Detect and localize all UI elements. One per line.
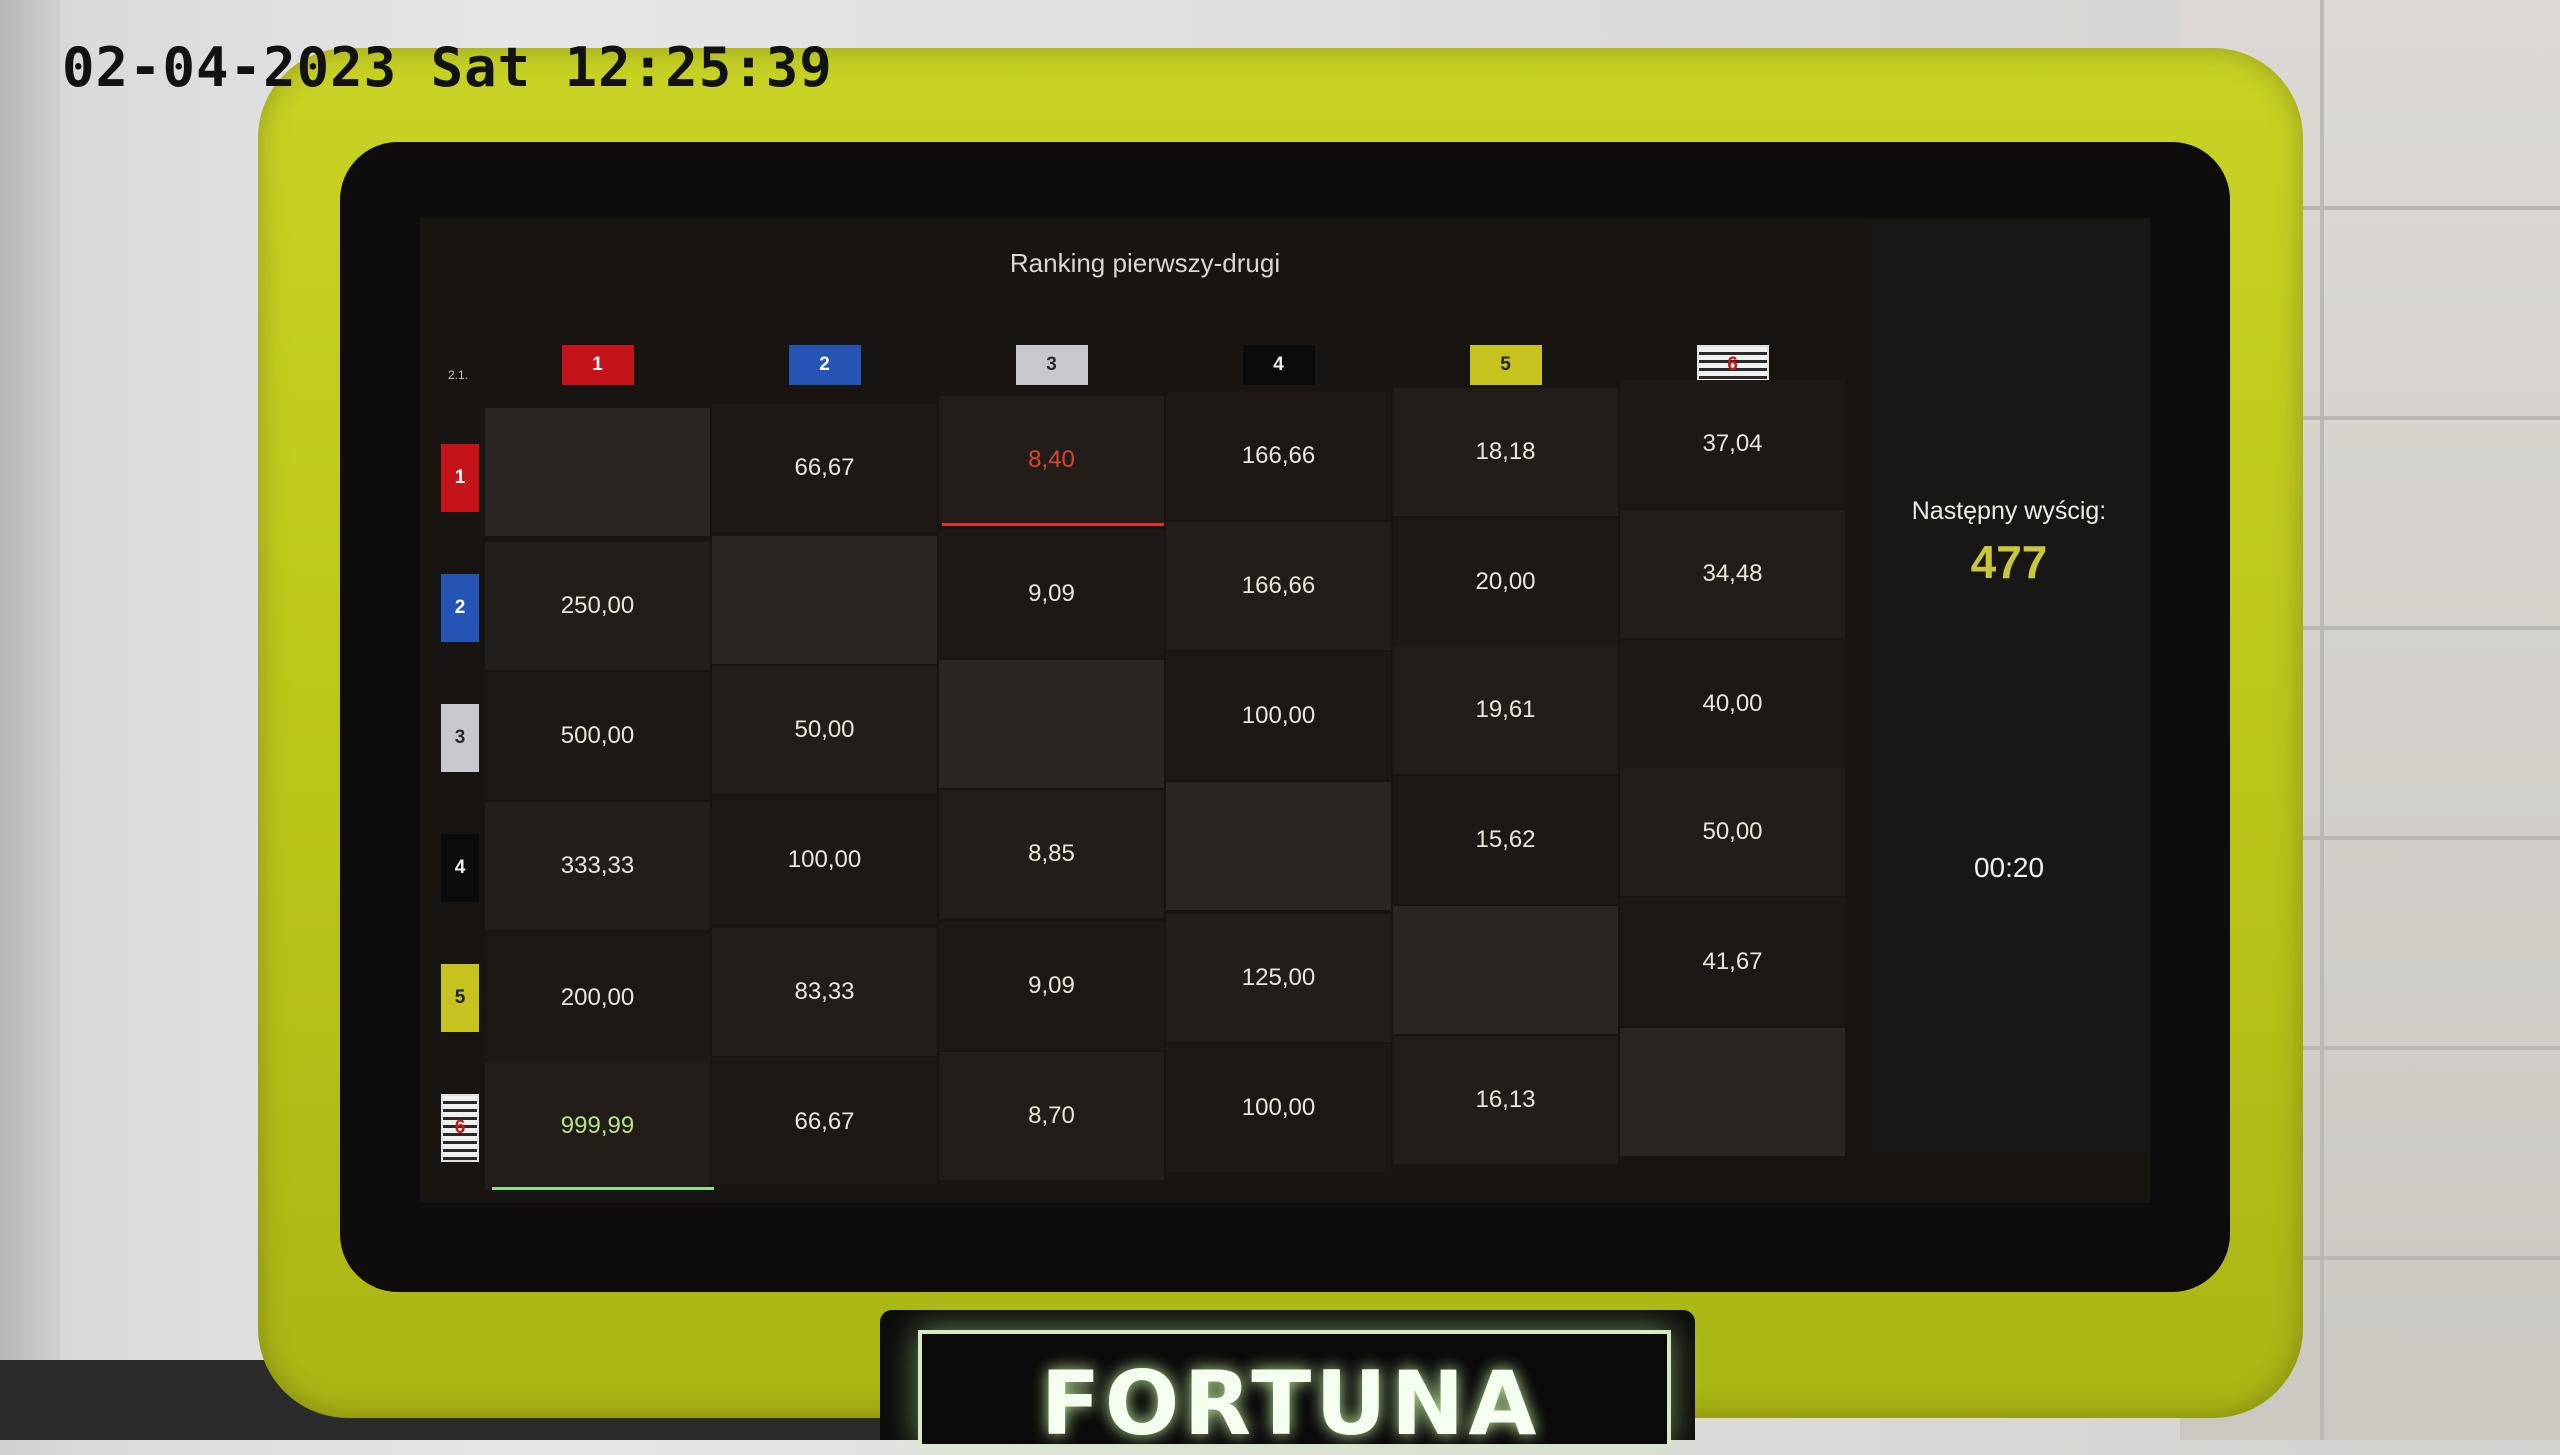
- odds-cell-1-2[interactable]: 66,67: [712, 404, 937, 532]
- corner-mark: 2.1.: [448, 368, 469, 382]
- column-badge-red: 1: [561, 345, 634, 385]
- odds-cell-4-5[interactable]: 15,62: [1393, 776, 1618, 904]
- odds-cell-4-1[interactable]: 333,33: [485, 802, 710, 930]
- red-highlight-bar: [942, 523, 1164, 526]
- odds-cell-3-6[interactable]: 40,00: [1620, 640, 1845, 768]
- column-header-3: 3: [939, 330, 1164, 400]
- column-header-6: 6: [1620, 330, 1845, 400]
- odds-cell-6-4[interactable]: 100,00: [1166, 1044, 1391, 1172]
- camera-timestamp: 02-04-2023 Sat 12:25:39: [62, 36, 833, 99]
- brand-logo: FORTUNA: [1040, 1352, 1541, 1455]
- odds-cell-1-4[interactable]: 166,66: [1166, 392, 1391, 520]
- column-badge-yellow: 5: [1469, 345, 1542, 385]
- odds-cell-6-5[interactable]: 16,13: [1393, 1036, 1618, 1164]
- board-title: Ranking pierwszy-drugi: [1009, 248, 1281, 278]
- column-badge-blue: 2: [788, 345, 861, 385]
- next-race-label: Następny wyścig:: [1911, 497, 2107, 525]
- odds-cell-5-1[interactable]: 200,00: [485, 934, 710, 1062]
- column-header-5: 5: [1393, 330, 1618, 400]
- odds-cell-6-1[interactable]: 999,99: [485, 1062, 710, 1190]
- row-header-5: 5: [440, 938, 480, 1058]
- odds-cell-3-3: [939, 660, 1164, 788]
- odds-cell-3-5[interactable]: 19,61: [1393, 646, 1618, 774]
- column-header-1: 1: [485, 330, 710, 400]
- odds-cell-2-4[interactable]: 166,66: [1166, 522, 1391, 650]
- odds-cell-2-5[interactable]: 20,00: [1393, 518, 1618, 646]
- odds-cell-2-3[interactable]: 9,09: [939, 530, 1164, 658]
- odds-cell-5-4[interactable]: 125,00: [1166, 914, 1391, 1042]
- countdown-timer: 00:20: [1973, 852, 2045, 883]
- row-badge-white: 3: [441, 704, 479, 772]
- odds-cell-5-6[interactable]: 41,67: [1620, 898, 1845, 1026]
- column-header-2: 2: [712, 330, 937, 400]
- odds-cell-3-1[interactable]: 500,00: [485, 672, 710, 800]
- logo-lightbox: [918, 1330, 1671, 1444]
- odds-cell-6-6: [1620, 1028, 1845, 1156]
- row-header-6: 6: [440, 1068, 480, 1188]
- row-header-2: 2: [440, 548, 480, 668]
- odds-cell-3-4[interactable]: 100,00: [1166, 652, 1391, 780]
- row-badge-black: 4: [441, 834, 479, 902]
- next-race-panel: [1868, 222, 2150, 1152]
- odds-cell-4-3[interactable]: 8,85: [939, 790, 1164, 918]
- column-badge-striped: 6: [1696, 345, 1769, 385]
- row-header-4: 4: [440, 808, 480, 928]
- row-badge-striped: 6: [441, 1094, 479, 1162]
- odds-cell-6-3[interactable]: 8,70: [939, 1052, 1164, 1180]
- odds-cell-3-2[interactable]: 50,00: [712, 666, 937, 794]
- odds-cell-1-6[interactable]: 37,04: [1620, 380, 1845, 508]
- row-badge-blue: 2: [441, 574, 479, 642]
- column-badge-black: 4: [1242, 345, 1315, 385]
- odds-cell-1-1: [485, 408, 710, 536]
- odds-cell-4-6[interactable]: 50,00: [1620, 768, 1845, 896]
- odds-cell-6-2[interactable]: 66,67: [712, 1058, 937, 1186]
- row-header-3: 3: [440, 678, 480, 798]
- odds-cell-5-3[interactable]: 9,09: [939, 922, 1164, 1050]
- odds-cell-5-5: [1393, 906, 1618, 1034]
- odds-cell-4-4: [1166, 782, 1391, 910]
- column-badge-white: 3: [1015, 345, 1088, 385]
- odds-cell-1-3[interactable]: 8,40: [939, 396, 1164, 524]
- odds-cell-2-2: [712, 536, 937, 664]
- row-badge-red: 1: [441, 444, 479, 512]
- odds-cell-5-2[interactable]: 83,33: [712, 928, 937, 1056]
- odds-cell-2-1[interactable]: 250,00: [485, 542, 710, 670]
- odds-cell-1-5[interactable]: 18,18: [1393, 388, 1618, 516]
- next-race-number: 477: [1970, 536, 2048, 588]
- odds-cell-2-6[interactable]: 34,48: [1620, 510, 1845, 638]
- wall-left: [0, 0, 60, 1440]
- row-badge-yellow: 5: [441, 964, 479, 1032]
- row-header-1: 1: [440, 418, 480, 538]
- green-highlight-bar: [492, 1187, 714, 1190]
- column-header-4: 4: [1166, 330, 1391, 400]
- odds-cell-4-2[interactable]: 100,00: [712, 796, 937, 924]
